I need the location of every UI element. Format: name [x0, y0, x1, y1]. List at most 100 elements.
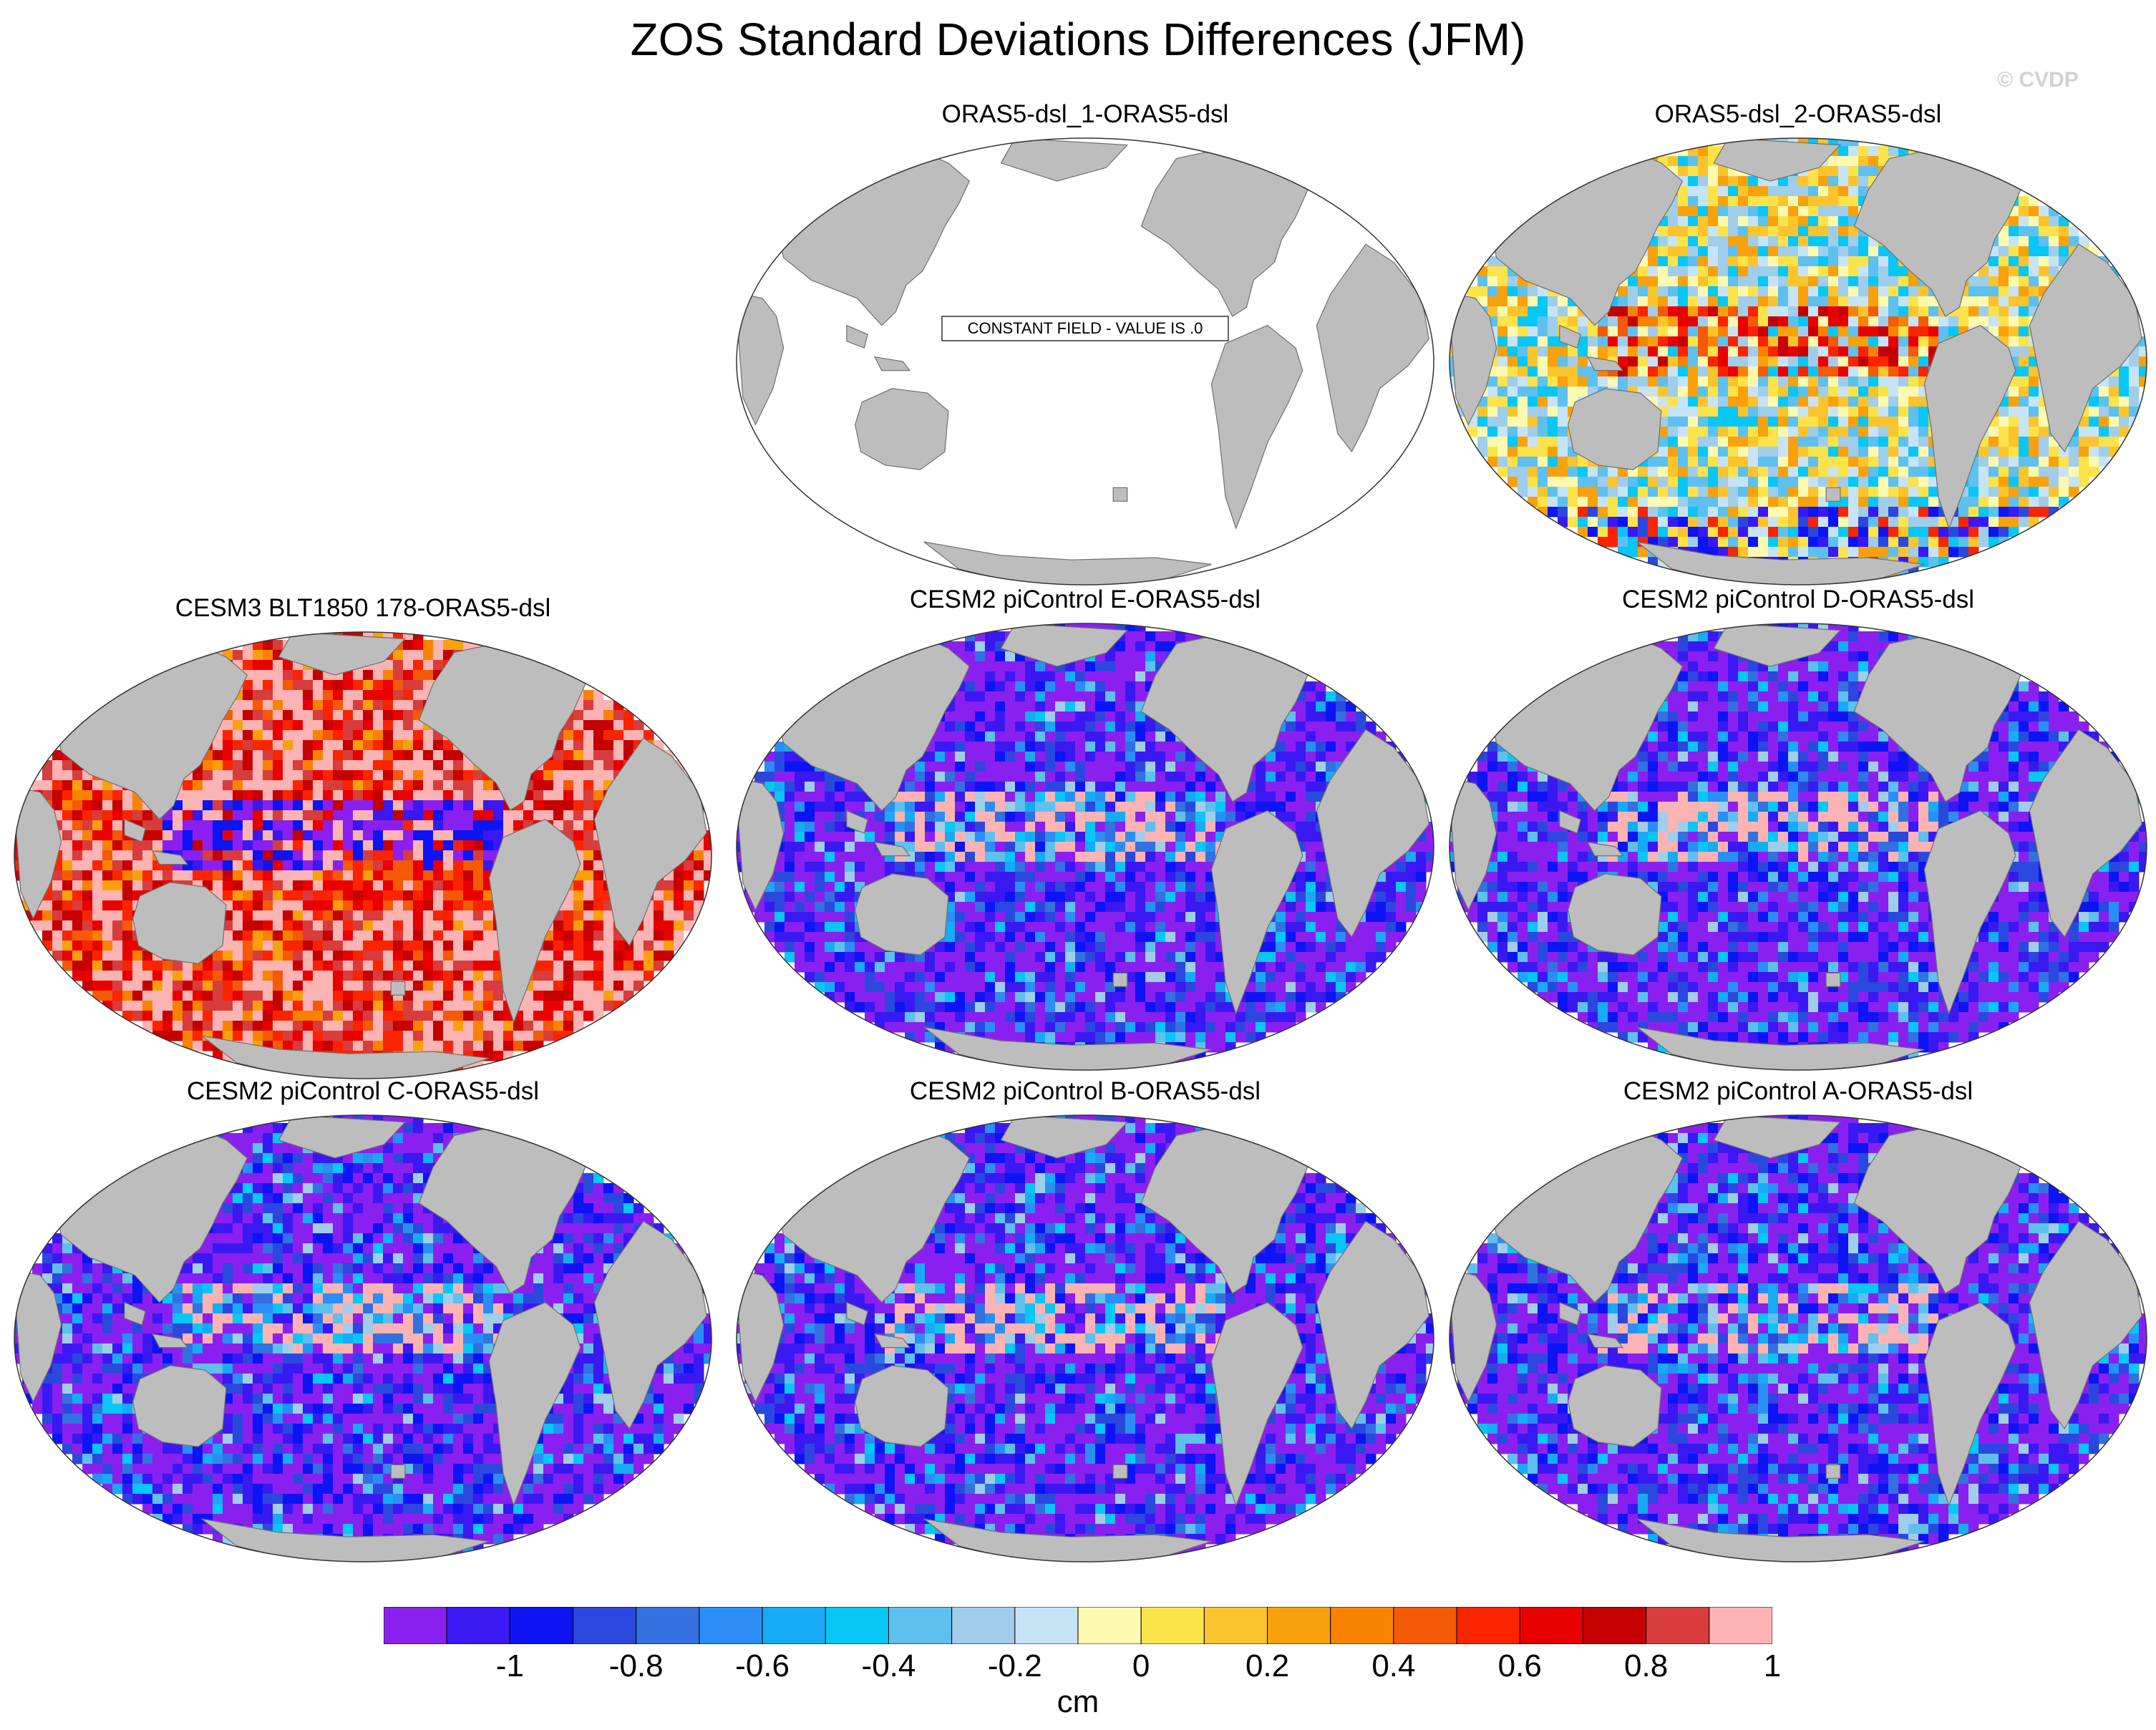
- land-polygon: [278, 1115, 407, 1159]
- colorbar-box: [384, 1607, 447, 1644]
- land-polygon: [1112, 1464, 1128, 1479]
- map-outline: [736, 137, 1434, 585]
- colorbar-box: [1203, 1607, 1268, 1644]
- colorbar-tick-label: 0.6: [1497, 1648, 1542, 1683]
- land-polygon: [1923, 324, 2016, 530]
- colorbar-units: cm: [1057, 1684, 1099, 1719]
- land-polygon: [1559, 810, 1581, 834]
- land-masses: [738, 1115, 1429, 1562]
- land-polygon: [132, 882, 227, 964]
- land-masses: [1451, 1115, 2142, 1562]
- land-polygon: [1451, 1270, 1497, 1403]
- map-panel: CESM2 piControl D-ORAS5-dsl: [1440, 585, 2156, 1079]
- map-outline: [14, 631, 712, 1079]
- land-polygon: [151, 1333, 189, 1348]
- colorbar-box: [1014, 1607, 1079, 1644]
- land-polygon: [1112, 972, 1128, 987]
- land-polygon: [1586, 356, 1624, 371]
- land-polygon: [278, 632, 407, 676]
- colorbar-tick-label: 0.4: [1371, 1648, 1416, 1683]
- colorbar-boxes: [384, 1607, 1772, 1644]
- colorbar-tick-label: 1: [1763, 1648, 1782, 1683]
- land-polygon: [846, 324, 868, 349]
- colorbar-box: [446, 1607, 510, 1644]
- colorbar-tick-label: -1: [495, 1648, 524, 1683]
- land-polygon: [1586, 841, 1624, 857]
- colorbar-box: [699, 1607, 763, 1644]
- land-polygon: [1559, 1301, 1581, 1326]
- colorbar-tick-label: -0.4: [861, 1648, 916, 1683]
- land-polygon: [1923, 810, 2016, 1015]
- land-polygon: [1000, 623, 1129, 667]
- land-polygon: [738, 1270, 785, 1403]
- land-polygon: [1923, 1301, 2016, 1507]
- land-polygon: [1825, 1464, 1841, 1479]
- land-polygon: [1308, 140, 1381, 191]
- land-polygon: [151, 850, 189, 865]
- map-panel: CESM2 piControl A-ORAS5-dsl: [1440, 1077, 2156, 1571]
- land-polygon: [846, 810, 868, 834]
- land-polygon: [488, 818, 581, 1024]
- map-panel: CESM2 piControl B-ORAS5-dsl: [727, 1077, 1443, 1571]
- land-polygon: [873, 356, 911, 371]
- panel-title: ORAS5-dsl_2-ORAS5-dsl: [1654, 100, 1942, 128]
- land-masses: [16, 1115, 707, 1562]
- panel-title: CESM2 piControl B-ORAS5-dsl: [909, 1077, 1261, 1105]
- panel-title: ORAS5-dsl_1-ORAS5-dsl: [941, 100, 1229, 128]
- land-polygon: [1825, 972, 1841, 987]
- colorbar-tick-label: 0: [1132, 1648, 1150, 1683]
- map-plot: [736, 1114, 1434, 1563]
- colorbar-box: [1456, 1607, 1520, 1644]
- land-polygon: [1713, 1115, 1842, 1159]
- colorbar-box: [1709, 1607, 1772, 1644]
- land-polygon: [1559, 324, 1581, 349]
- panel-title: CESM2 piControl A-ORAS5-dsl: [1623, 1077, 1973, 1105]
- land-polygon: [738, 778, 785, 911]
- colorbar-box: [1393, 1607, 1457, 1644]
- land-polygon: [2021, 140, 2094, 191]
- land-polygon: [1210, 1301, 1303, 1507]
- map-outline: [1449, 1114, 2147, 1563]
- land-polygon: [2021, 625, 2094, 676]
- colorbar-tick-label: 0.2: [1245, 1648, 1290, 1683]
- land-polygon: [124, 1301, 146, 1326]
- colorbar-box: [1267, 1607, 1331, 1644]
- figure-title: ZOS Standard Deviations Differences (JFM…: [630, 14, 1526, 65]
- land-polygon: [854, 388, 949, 470]
- colorbar-tick-label: -0.2: [987, 1648, 1042, 1683]
- land-masses: [1451, 138, 2142, 585]
- map-plot: [14, 631, 712, 1079]
- land-polygon: [1000, 1115, 1129, 1159]
- land-polygon: [1567, 1365, 1662, 1447]
- land-polygon: [1451, 778, 1497, 911]
- land-polygon: [1567, 873, 1662, 956]
- land-polygon: [738, 293, 785, 426]
- land-polygon: [1567, 388, 1662, 470]
- panel-title: CESM2 piControl D-ORAS5-dsl: [1621, 585, 1975, 613]
- land-polygon: [1112, 487, 1128, 502]
- map-plot: CONSTANT FIELD - VALUE IS .0: [736, 137, 1434, 585]
- land-polygon: [1451, 293, 1497, 426]
- land-polygon: [16, 787, 62, 920]
- map-outline: [14, 1114, 712, 1563]
- map-panel: CESM2 piControl C-ORAS5-dsl: [5, 1077, 721, 1571]
- land-polygon: [132, 1365, 227, 1447]
- colorbar-box: [888, 1607, 953, 1644]
- land-polygon: [1308, 1117, 1381, 1168]
- land-polygon: [873, 841, 911, 857]
- land-polygon: [1000, 138, 1129, 182]
- colorbar-box: [951, 1607, 1016, 1644]
- constant-field-label: CONSTANT FIELD - VALUE IS .0: [968, 319, 1203, 337]
- colorbar-box: [1582, 1607, 1647, 1644]
- land-polygon: [1210, 324, 1303, 530]
- map-outline: [736, 1114, 1434, 1563]
- colorbar-box: [825, 1607, 889, 1644]
- colorbar-tick-label: -0.8: [608, 1648, 664, 1683]
- land-polygon: [586, 1117, 659, 1168]
- map-panel: ORAS5-dsl_2-ORAS5-dsl: [1440, 100, 2156, 594]
- colorbar-tick-label: -0.6: [735, 1648, 790, 1683]
- map-plot: [1449, 623, 2147, 1071]
- colorbar-box: [573, 1607, 637, 1644]
- colorbar-box: [1519, 1607, 1583, 1644]
- colorbar-box: [1646, 1607, 1710, 1644]
